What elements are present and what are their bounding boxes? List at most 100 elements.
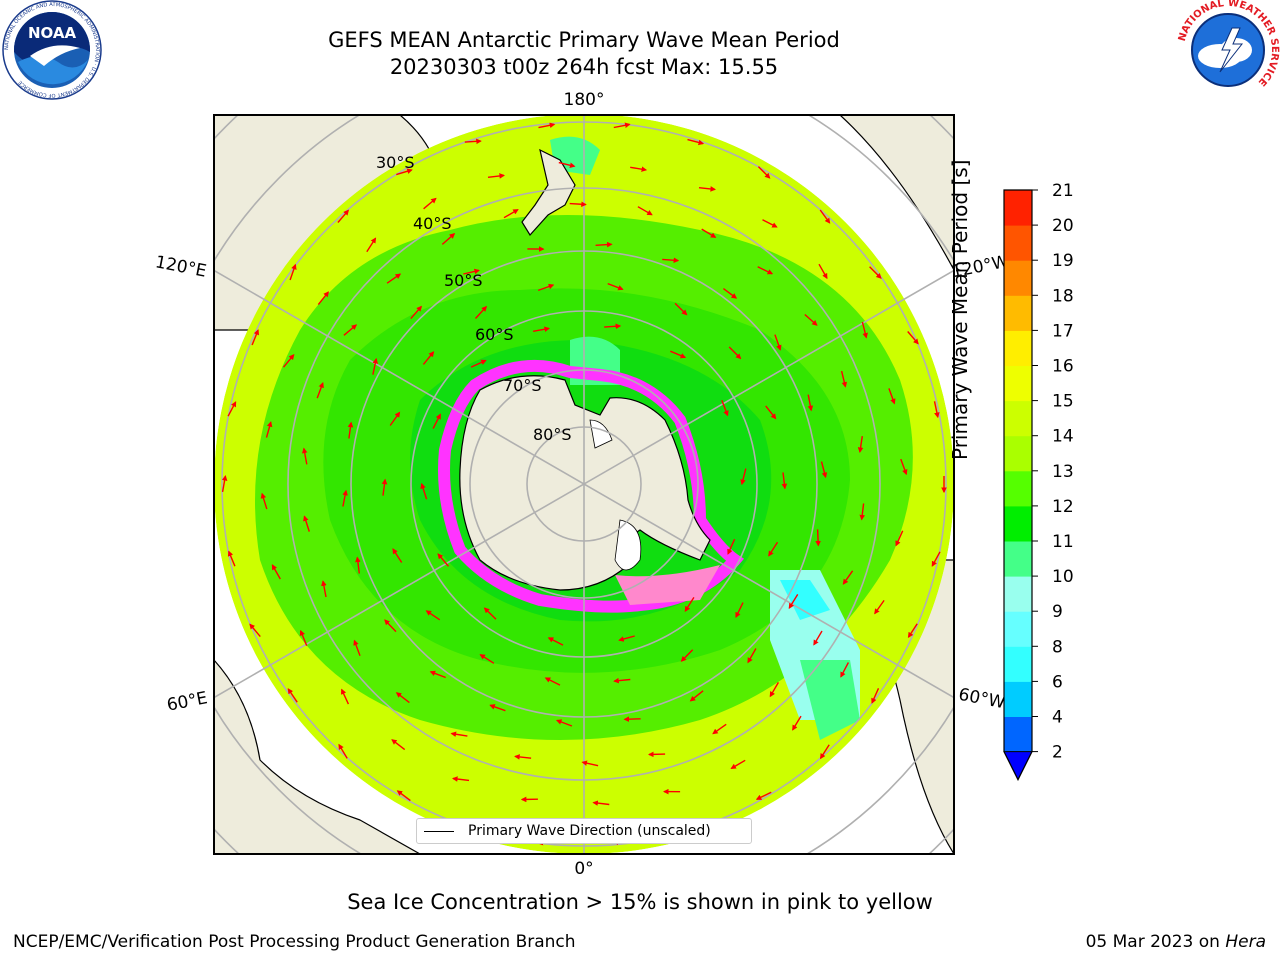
- direction-arrow: [503, 209, 519, 219]
- direction-arrow: [788, 594, 799, 609]
- direction-arrow: [381, 478, 388, 496]
- direction-arrow: [755, 791, 772, 800]
- direction-arrow: [818, 263, 828, 280]
- direction-arrow: [757, 166, 771, 179]
- colorbar-segment: [1004, 330, 1032, 366]
- direction-arrow: [595, 241, 613, 248]
- lon-label-120e: 120°E: [154, 252, 209, 281]
- colorbar-segment: [1004, 295, 1032, 331]
- colorbar-tick-label: 21: [1052, 181, 1074, 201]
- colorbar-segment: [1004, 260, 1032, 296]
- direction-arrow: [859, 503, 866, 521]
- wave-direction-arrows: [221, 122, 947, 846]
- direction-arrow: [544, 677, 561, 686]
- lat-label-50s: 50°S: [444, 271, 483, 290]
- direction-arrow: [470, 359, 487, 368]
- direction-arrow: [740, 468, 747, 486]
- colorbar: 2 4 6 8 9 10 11 12 13 14 15 16 17 18 19 20 21: [1003, 181, 1074, 781]
- direction-arrow: [422, 351, 435, 365]
- direction-arrow: [287, 688, 298, 703]
- colorbar-extend-min: [1003, 751, 1033, 781]
- direction-arrow: [342, 489, 348, 507]
- sea-ice-note: Sea Ice Concentration > 15% is shown in …: [347, 890, 933, 914]
- lat-label-70s: 70°S: [503, 376, 542, 395]
- colorbar-title: Primary Wave Mean Period [s]: [947, 159, 972, 461]
- direction-arrow: [613, 122, 631, 129]
- direction-arrow: [781, 472, 788, 490]
- direction-arrow: [804, 313, 818, 326]
- direction-arrow: [395, 692, 410, 704]
- direction-arrow: [489, 704, 506, 712]
- map-frame: [213, 114, 955, 855]
- direction-arrow: [221, 474, 228, 493]
- direction-arrow: [282, 354, 295, 368]
- direction-arrow: [762, 219, 778, 228]
- direction-arrow: [815, 529, 821, 547]
- direction-arrow: [592, 800, 610, 806]
- footer-date: 05 Mar 2023 on Hera: [1086, 932, 1266, 952]
- direction-arrow: [321, 580, 327, 598]
- direction-arrow: [463, 268, 480, 275]
- nws-logo: NATIONAL WEATHER SERVICE: [1177, 0, 1280, 99]
- direction-arrow: [689, 690, 704, 702]
- direction-arrow: [289, 263, 297, 281]
- direction-arrow: [613, 677, 631, 684]
- noaa-logo: NOAA NATIONAL OCEANIC AND ATMOSPHERIC AD…: [2, 0, 102, 100]
- direction-arrow: [301, 447, 308, 465]
- direction-arrow: [607, 282, 624, 291]
- direction-arrow: [735, 602, 744, 619]
- direction-arrow: [698, 186, 717, 192]
- direction-arrow: [271, 564, 281, 580]
- direction-arrow: [366, 237, 377, 253]
- direction-arrow: [451, 776, 470, 782]
- footer-date-text: 05 Mar 2023 on: [1085, 932, 1226, 952]
- colorbar-tick-label: 15: [1052, 392, 1074, 412]
- map-subtitle: 20230303 t00z 264h fcst Max: 15.55: [389, 55, 779, 79]
- direction-arrow: [895, 530, 904, 547]
- colorbar-segment: [1004, 646, 1032, 682]
- direction-arrow: [630, 166, 648, 172]
- direction-arrow: [604, 323, 622, 330]
- direction-arrow: [532, 326, 551, 332]
- direction-arrow: [337, 209, 350, 223]
- colorbar-tick-label: 10: [1052, 567, 1074, 587]
- lon-label-60e: 60°E: [165, 688, 209, 715]
- direction-arrow: [701, 228, 717, 238]
- colorbar-outline: [1003, 189, 1033, 781]
- direction-arrow: [670, 350, 687, 359]
- direction-arrow: [260, 492, 268, 510]
- direction-arrow: [900, 458, 908, 476]
- direction-arrow: [392, 548, 403, 563]
- colorbar-tick-label: 8: [1052, 637, 1063, 657]
- direction-arrow: [437, 553, 450, 567]
- direction-arrow: [871, 688, 880, 704]
- direction-arrow: [618, 635, 635, 642]
- direction-arrow: [450, 731, 468, 737]
- direction-arrow: [820, 461, 828, 479]
- direction-arrow: [386, 273, 402, 284]
- legend-label: Primary Wave Direction (unscaled): [468, 823, 711, 839]
- lat-label-60s: 60°S: [475, 325, 514, 344]
- direction-arrow: [343, 324, 358, 336]
- new-zealand: [521, 148, 576, 236]
- direction-arrow: [547, 637, 564, 646]
- direction-arrow: [722, 288, 738, 299]
- lon-label-0: 0°: [574, 859, 593, 879]
- lon-label-180: 180°: [564, 90, 605, 110]
- footer-credit: NCEP/EMC/Verification Post Processing Pr…: [13, 932, 576, 952]
- direction-arrow: [558, 161, 576, 168]
- direction-arrow: [933, 401, 940, 419]
- colorbar-tick-label: 20: [1052, 216, 1074, 236]
- direction-arrow: [396, 168, 413, 176]
- lat-label-30s: 30°S: [376, 153, 415, 172]
- direction-arrow: [888, 388, 896, 405]
- direction-arrow: [768, 541, 779, 557]
- direction-arrow: [514, 754, 532, 760]
- colorbar-segment: [1004, 541, 1032, 577]
- noaa-logo-text: NOAA: [28, 24, 77, 42]
- direction-arrow: [441, 233, 456, 245]
- colorbar-tick-label: 16: [1052, 357, 1074, 377]
- direction-arrow: [425, 610, 441, 621]
- direction-arrow: [249, 623, 261, 638]
- direction-arrow: [727, 538, 736, 555]
